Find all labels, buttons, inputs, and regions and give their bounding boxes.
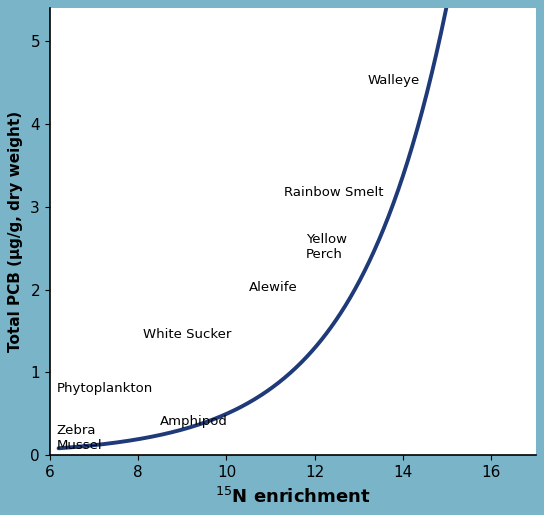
Text: Rainbow Smelt: Rainbow Smelt [284, 185, 384, 199]
Text: Walleye: Walleye [368, 74, 420, 87]
Text: Zebra
Mussel: Zebra Mussel [57, 424, 102, 452]
Text: Amphipod: Amphipod [160, 416, 228, 428]
Text: Alewife: Alewife [249, 281, 297, 294]
Text: Phytoplankton: Phytoplankton [57, 382, 153, 396]
Text: Yellow
Perch: Yellow Perch [306, 232, 347, 261]
X-axis label: $^{15}$N enrichment: $^{15}$N enrichment [215, 487, 370, 507]
Text: White Sucker: White Sucker [143, 328, 231, 341]
Y-axis label: Total PCB (μg/g, dry weight): Total PCB (μg/g, dry weight) [8, 111, 23, 352]
